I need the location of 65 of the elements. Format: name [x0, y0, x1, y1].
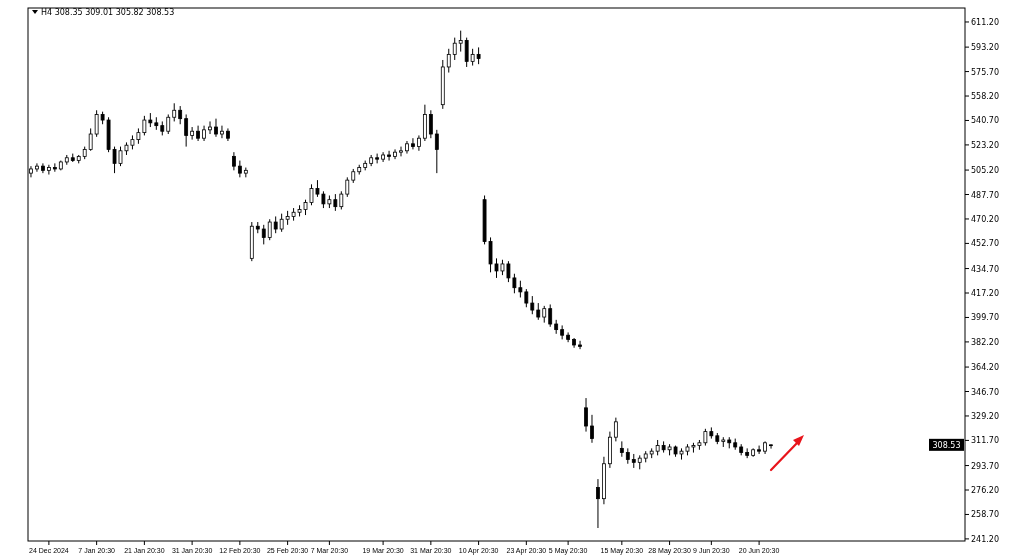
y-tick-label: 593.20: [971, 43, 999, 53]
candlestick: [41, 162, 45, 174]
y-tick-label: 241.20: [971, 534, 999, 544]
candlestick: [232, 151, 236, 171]
y-tick-label: 258.70: [971, 510, 999, 520]
y-tick-label: 575.70: [971, 67, 999, 77]
y-tick-label: 611.20: [971, 17, 999, 27]
candlestick: [172, 102, 177, 122]
y-tick-label: 523.20: [971, 140, 999, 150]
candlestick: [267, 218, 272, 241]
y-tick-label: 276.20: [971, 486, 999, 496]
y-tick-label: 487.70: [971, 190, 999, 200]
candlestick: [166, 113, 171, 135]
candlestick: [566, 331, 571, 343]
candlestick: [35, 162, 39, 173]
candlestick: [393, 148, 397, 160]
candlestick: [375, 153, 380, 164]
candlestick: [757, 445, 761, 455]
candlestick: [428, 109, 433, 139]
y-tick-label: 434.70: [971, 264, 999, 274]
y-tick-label: 505.20: [971, 166, 999, 176]
annotation: 308.53: [932, 440, 961, 450]
candlestick: [46, 164, 51, 176]
y-tick-label: 452.70: [971, 239, 999, 249]
candlestick: [458, 30, 463, 53]
y-tick-label: 417.20: [971, 289, 999, 299]
candlestick: [584, 397, 588, 433]
y-tick-label: 382.20: [971, 337, 999, 347]
candlestick: [422, 104, 427, 142]
y-tick-label: 346.70: [971, 387, 999, 397]
candlestick: [417, 134, 421, 152]
y-tick-label: 364.20: [971, 363, 999, 373]
y-tick-label: 540.70: [971, 116, 999, 126]
chart-title: H4 308.35 309.01 305.82 308.53: [41, 8, 175, 17]
candlestick: [590, 414, 594, 444]
candlestick: [387, 150, 391, 162]
candlestick: [52, 162, 57, 173]
y-tick-label: 558.20: [971, 92, 999, 102]
candlestick: [208, 120, 212, 135]
y-tick-label: 470.20: [971, 214, 999, 224]
candlestick: [560, 324, 565, 340]
candlestick: [214, 118, 218, 138]
y-tick-label: 399.70: [971, 313, 999, 323]
candlestick: [190, 126, 195, 141]
candlestick: [178, 105, 183, 125]
candlestick: [530, 295, 535, 315]
candlestick: [399, 146, 403, 157]
y-tick-label: 311.70: [971, 436, 999, 446]
candlestick: [578, 340, 582, 350]
candlestick: [184, 113, 189, 148]
candlestick: [220, 125, 224, 139]
candlestick: [411, 137, 415, 150]
candlestick: [261, 224, 266, 245]
candlestick: [446, 48, 451, 74]
candlestick: [237, 160, 242, 178]
candlestick: [434, 129, 439, 174]
candlestick: [769, 443, 773, 450]
candlestick: [452, 37, 457, 61]
candlestick: [596, 478, 600, 529]
candlestick: [345, 176, 350, 198]
y-tick-label: 329.20: [971, 411, 999, 421]
y-tick-label: 293.70: [971, 461, 999, 471]
candlestick: [613, 417, 618, 442]
candlestick: [196, 125, 200, 142]
candlestick: [548, 303, 553, 328]
